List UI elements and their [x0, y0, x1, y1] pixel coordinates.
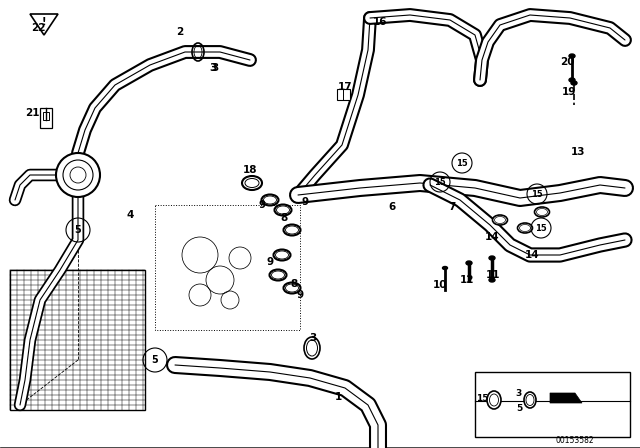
Text: 15: 15	[476, 393, 488, 402]
Text: 5: 5	[152, 355, 158, 365]
Text: 5: 5	[75, 225, 81, 235]
Text: 5: 5	[516, 404, 522, 413]
Text: 9: 9	[296, 290, 303, 300]
Text: 19: 19	[562, 87, 576, 97]
Ellipse shape	[569, 54, 575, 58]
Text: 9: 9	[266, 257, 273, 267]
Text: 3: 3	[309, 333, 317, 343]
Text: 8: 8	[280, 213, 287, 223]
Text: 16: 16	[372, 17, 387, 27]
Text: 10: 10	[433, 280, 447, 290]
Text: 15: 15	[434, 177, 446, 186]
Text: 17: 17	[338, 82, 352, 92]
Ellipse shape	[442, 267, 447, 270]
Text: 11: 11	[486, 270, 500, 280]
Ellipse shape	[304, 337, 320, 359]
Text: 14: 14	[525, 250, 540, 260]
Ellipse shape	[284, 224, 301, 236]
Ellipse shape	[569, 78, 575, 82]
Ellipse shape	[275, 204, 291, 215]
Ellipse shape	[534, 207, 550, 217]
Ellipse shape	[242, 176, 262, 190]
Ellipse shape	[524, 392, 536, 408]
Polygon shape	[550, 393, 582, 403]
Circle shape	[56, 153, 100, 197]
Ellipse shape	[518, 223, 532, 233]
Text: 12: 12	[460, 275, 474, 285]
Text: 3: 3	[211, 63, 219, 73]
Text: 9: 9	[259, 200, 266, 210]
Bar	[475, 372, 630, 437]
Bar	[43, 112, 49, 120]
Text: !: !	[42, 17, 46, 27]
Ellipse shape	[493, 215, 508, 225]
Text: 20: 20	[560, 57, 574, 67]
Text: 2: 2	[177, 27, 184, 37]
Text: 22: 22	[31, 23, 45, 33]
Text: 1: 1	[334, 392, 342, 402]
Ellipse shape	[489, 256, 495, 260]
Bar	[337, 89, 350, 100]
Text: 3: 3	[516, 388, 522, 397]
Ellipse shape	[269, 270, 287, 280]
Bar	[40, 108, 52, 128]
Text: 21: 21	[25, 108, 39, 118]
Ellipse shape	[487, 391, 501, 409]
Text: 18: 18	[243, 165, 257, 175]
Text: 15: 15	[531, 190, 543, 198]
Ellipse shape	[571, 81, 577, 85]
Ellipse shape	[466, 261, 472, 265]
Text: 15: 15	[456, 159, 468, 168]
Text: 4: 4	[126, 210, 134, 220]
Ellipse shape	[262, 194, 278, 206]
Text: 15: 15	[535, 224, 547, 233]
Bar	[10, 270, 145, 410]
Text: 14: 14	[484, 232, 499, 242]
Ellipse shape	[284, 283, 301, 293]
Text: 00153582: 00153582	[556, 435, 595, 444]
Text: 6: 6	[388, 202, 396, 212]
Text: 13: 13	[571, 147, 585, 157]
Text: 7: 7	[448, 202, 456, 212]
Text: 3: 3	[209, 63, 216, 73]
Text: 9: 9	[301, 197, 308, 207]
Ellipse shape	[273, 250, 291, 260]
Text: 8: 8	[291, 279, 298, 289]
Ellipse shape	[489, 278, 495, 282]
